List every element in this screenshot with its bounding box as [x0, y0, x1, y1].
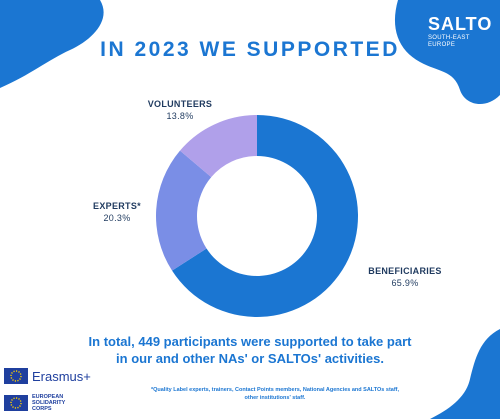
label-volunteers-name: VOLUNTEERS — [147, 99, 213, 109]
label-experts-value: 20.3% — [103, 213, 131, 223]
logo-sub-line2: EUROPE — [428, 42, 456, 48]
top-right-blob — [394, 0, 500, 105]
erasmus-label: Erasmus+ — [32, 368, 91, 384]
erasmus-logo: Erasmus+ — [4, 368, 91, 384]
summary-text: In total, 449 participants were supporte… — [60, 333, 440, 367]
label-volunteers-value: 13.8% — [166, 111, 194, 121]
logo-name: SALTO — [428, 14, 493, 34]
esc-line1: EUROPEAN — [32, 394, 64, 400]
label-beneficiaries-value: 65.9% — [391, 278, 419, 288]
esc-label: EUROPEAN SOLIDARITY CORPS — [32, 394, 65, 412]
label-beneficiaries-name: BENEFICIARIES — [368, 266, 442, 276]
logo-sub-line1: SOUTH-EAST — [428, 35, 470, 41]
summary-line1: In total, 449 participants were supporte… — [88, 334, 412, 349]
footnote-line2: other institutions' staff. — [244, 395, 306, 401]
label-volunteers: VOLUNTEERS 13.8% — [120, 98, 240, 122]
label-experts: EXPERTS* 20.3% — [62, 200, 172, 224]
top-left-blob — [0, 0, 104, 88]
esc-line2: SOLIDARITY — [32, 400, 66, 406]
label-beneficiaries: BENEFICIARIES 65.9% — [350, 265, 460, 289]
esc-line3: CORPS — [32, 406, 52, 412]
summary-line2: in our and other NAs' or SALTOs' activit… — [116, 351, 384, 366]
donut-slice-volunteers — [179, 115, 257, 178]
footnote-line1: *Quality Label experts, trainers, Contac… — [150, 387, 400, 393]
bottom-right-blob — [430, 329, 500, 419]
donut-slice-experts — [155, 150, 212, 271]
footnote: *Quality Label experts, trainers, Contac… — [120, 386, 430, 402]
esc-logo: EUROPEAN SOLIDARITY CORPS — [4, 394, 65, 412]
salto-logo: SALTO SOUTH-EAST EUROPE — [428, 14, 492, 49]
eu-flag-icon — [4, 395, 28, 411]
donut-slice-beneficiaries — [172, 115, 358, 317]
eu-flag-icon — [4, 368, 28, 384]
page-title: IN 2023 WE SUPPORTED — [100, 38, 400, 61]
label-experts-name: EXPERTS* — [93, 201, 141, 211]
